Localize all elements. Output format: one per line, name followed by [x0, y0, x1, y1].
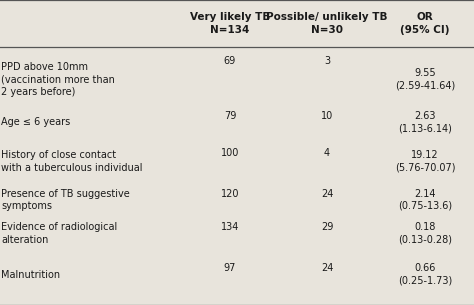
- Text: 9.55
(2.59-41.64): 9.55 (2.59-41.64): [395, 68, 456, 91]
- Text: Age ≤ 6 years: Age ≤ 6 years: [1, 117, 71, 127]
- Text: 120: 120: [220, 189, 239, 199]
- Text: 24: 24: [321, 264, 333, 273]
- Text: Very likely TB
N=134: Very likely TB N=134: [190, 13, 270, 35]
- Text: 79: 79: [224, 111, 236, 121]
- Text: 97: 97: [224, 264, 236, 273]
- Text: Malnutrition: Malnutrition: [1, 270, 61, 279]
- Text: 69: 69: [224, 56, 236, 66]
- Text: Evidence of radiological
alteration: Evidence of radiological alteration: [1, 222, 118, 245]
- Text: 0.18
(0.13-0.28): 0.18 (0.13-0.28): [398, 222, 452, 245]
- Text: 24: 24: [321, 189, 333, 199]
- Text: 2.63
(1.13-6.14): 2.63 (1.13-6.14): [398, 111, 452, 133]
- Text: Presence of TB suggestive
symptoms: Presence of TB suggestive symptoms: [1, 188, 130, 211]
- Text: OR
(95% CI): OR (95% CI): [401, 13, 450, 35]
- Text: 2.14
(0.75-13.6): 2.14 (0.75-13.6): [398, 188, 452, 211]
- Text: 100: 100: [221, 148, 239, 157]
- Text: 0.66
(0.25-1.73): 0.66 (0.25-1.73): [398, 263, 452, 286]
- Text: 4: 4: [324, 148, 330, 157]
- Text: PPD above 10mm
(vaccination more than
2 years before): PPD above 10mm (vaccination more than 2 …: [1, 62, 115, 97]
- Text: 10: 10: [321, 111, 333, 121]
- Text: 3: 3: [324, 56, 330, 66]
- Text: 134: 134: [221, 222, 239, 232]
- Text: History of close contact
with a tuberculous individual: History of close contact with a tubercul…: [1, 150, 143, 173]
- Text: Possible/ unlikely TB
N=30: Possible/ unlikely TB N=30: [266, 13, 388, 35]
- Text: 29: 29: [321, 222, 333, 232]
- Text: 19.12
(5.76-70.07): 19.12 (5.76-70.07): [395, 150, 456, 173]
